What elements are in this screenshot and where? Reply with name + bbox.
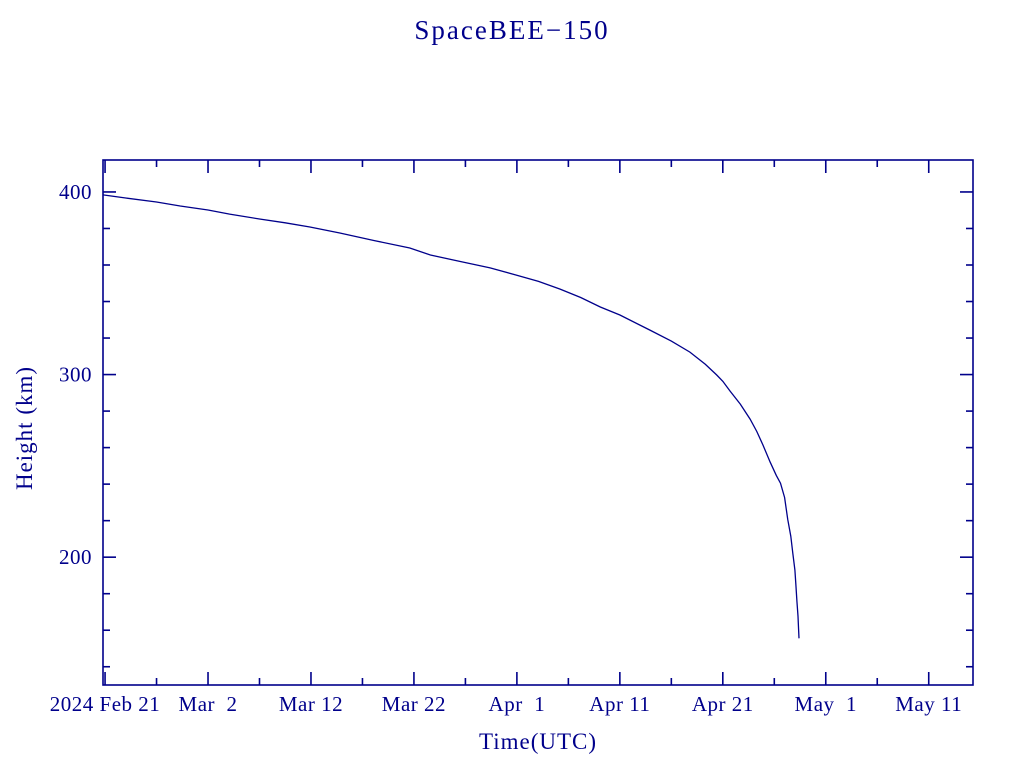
x-tick-label: Apr 21 [692, 692, 754, 716]
x-tick-label: 2024 Feb 21 [50, 692, 161, 716]
x-tick-label: May 11 [895, 692, 962, 716]
x-tick-label: Mar 12 [279, 692, 343, 716]
y-tick-label: 400 [59, 180, 92, 204]
x-tick-label: Mar 2 [179, 692, 238, 716]
plot-box [102, 159, 974, 686]
x-tick-label: May 1 [795, 692, 858, 716]
x-tick-label: Apr 1 [489, 692, 546, 716]
x-axis-title: Time(UTC) [478, 729, 598, 754]
y-tick-label: 300 [59, 363, 92, 387]
y-tick-label: 200 [59, 545, 92, 569]
chart-title: SpaceBEE−150 [414, 15, 610, 45]
x-tick-label: Apr 11 [589, 692, 650, 716]
x-tick-label: Mar 22 [382, 692, 446, 716]
decay-curve [102, 194, 800, 639]
